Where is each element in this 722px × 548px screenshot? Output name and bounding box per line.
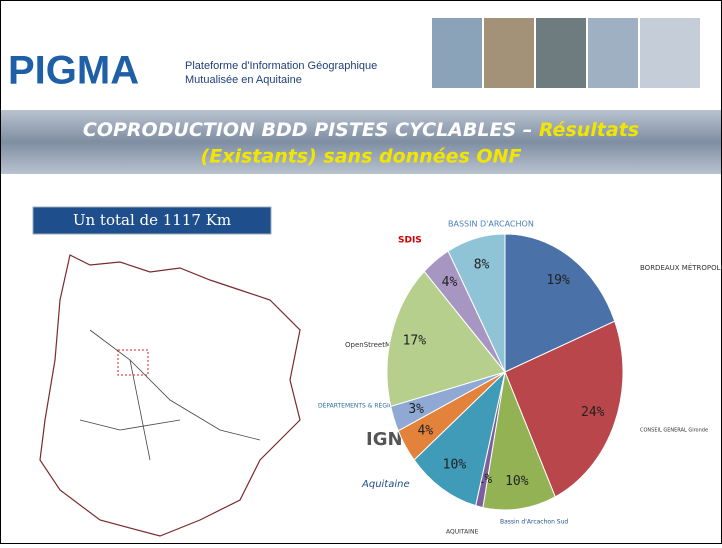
logo-text: DÉPARTEMENTS & RÉGIONS CYCLABLES	[318, 402, 438, 410]
slice-label: 19%	[546, 273, 570, 288]
logo-text: AQUITAINE	[446, 529, 478, 536]
map-tracks	[117, 349, 149, 376]
title-part: Résultats	[539, 119, 639, 141]
total-text: Un total de 1117 Km	[73, 211, 231, 229]
map-roads	[79, 329, 261, 461]
logo-text: Bassin d'Arcachon Sud	[500, 519, 568, 526]
slice-label: 17%	[403, 334, 427, 349]
logo-text: IGN	[366, 429, 403, 450]
slide-title: (Existants) sans données ONF	[201, 146, 522, 168]
title-part: COPRODUCTION BDD PISTES CYCLABLES –	[83, 119, 539, 141]
total-box	[32, 206, 272, 235]
slice-label: 8%	[474, 258, 490, 273]
pie-slice	[482, 370, 556, 511]
slice-label: 24%	[581, 405, 605, 420]
pie-slice	[504, 233, 616, 373]
pie-slice	[386, 270, 506, 407]
logo-text: BORDEAUX MÉTROPOLE	[640, 263, 722, 272]
slide-title: COPRODUCTION BDD PISTES CYCLABLES – Résu…	[83, 119, 639, 141]
tagline: Mutualisée en Aquitaine	[185, 74, 302, 86]
photo-strip	[432, 18, 700, 88]
slice-label: 4%	[442, 275, 458, 290]
map-outline	[39, 254, 301, 537]
tagline: Plateforme d'Information Géographique	[185, 60, 377, 72]
pie-slice	[504, 320, 624, 498]
logo-text: SDIS	[398, 236, 422, 246]
slice-label: 3%	[408, 402, 424, 417]
logo-text: OpenStreetMap	[345, 341, 400, 349]
brand: PIGMA	[8, 49, 139, 93]
slice-label: 10%	[443, 458, 467, 473]
title-band	[1, 110, 721, 174]
logo-text: Aquitaine	[361, 479, 410, 490]
pie-slice	[413, 370, 506, 507]
logo-text: BASSIN D'ARCACHON	[448, 220, 534, 229]
slice-label: 10%	[505, 474, 529, 489]
pie-slice	[447, 233, 506, 373]
logo-text: CONSEIL GENERAL Gironde	[640, 428, 708, 434]
slice-label: 4%	[417, 424, 433, 439]
